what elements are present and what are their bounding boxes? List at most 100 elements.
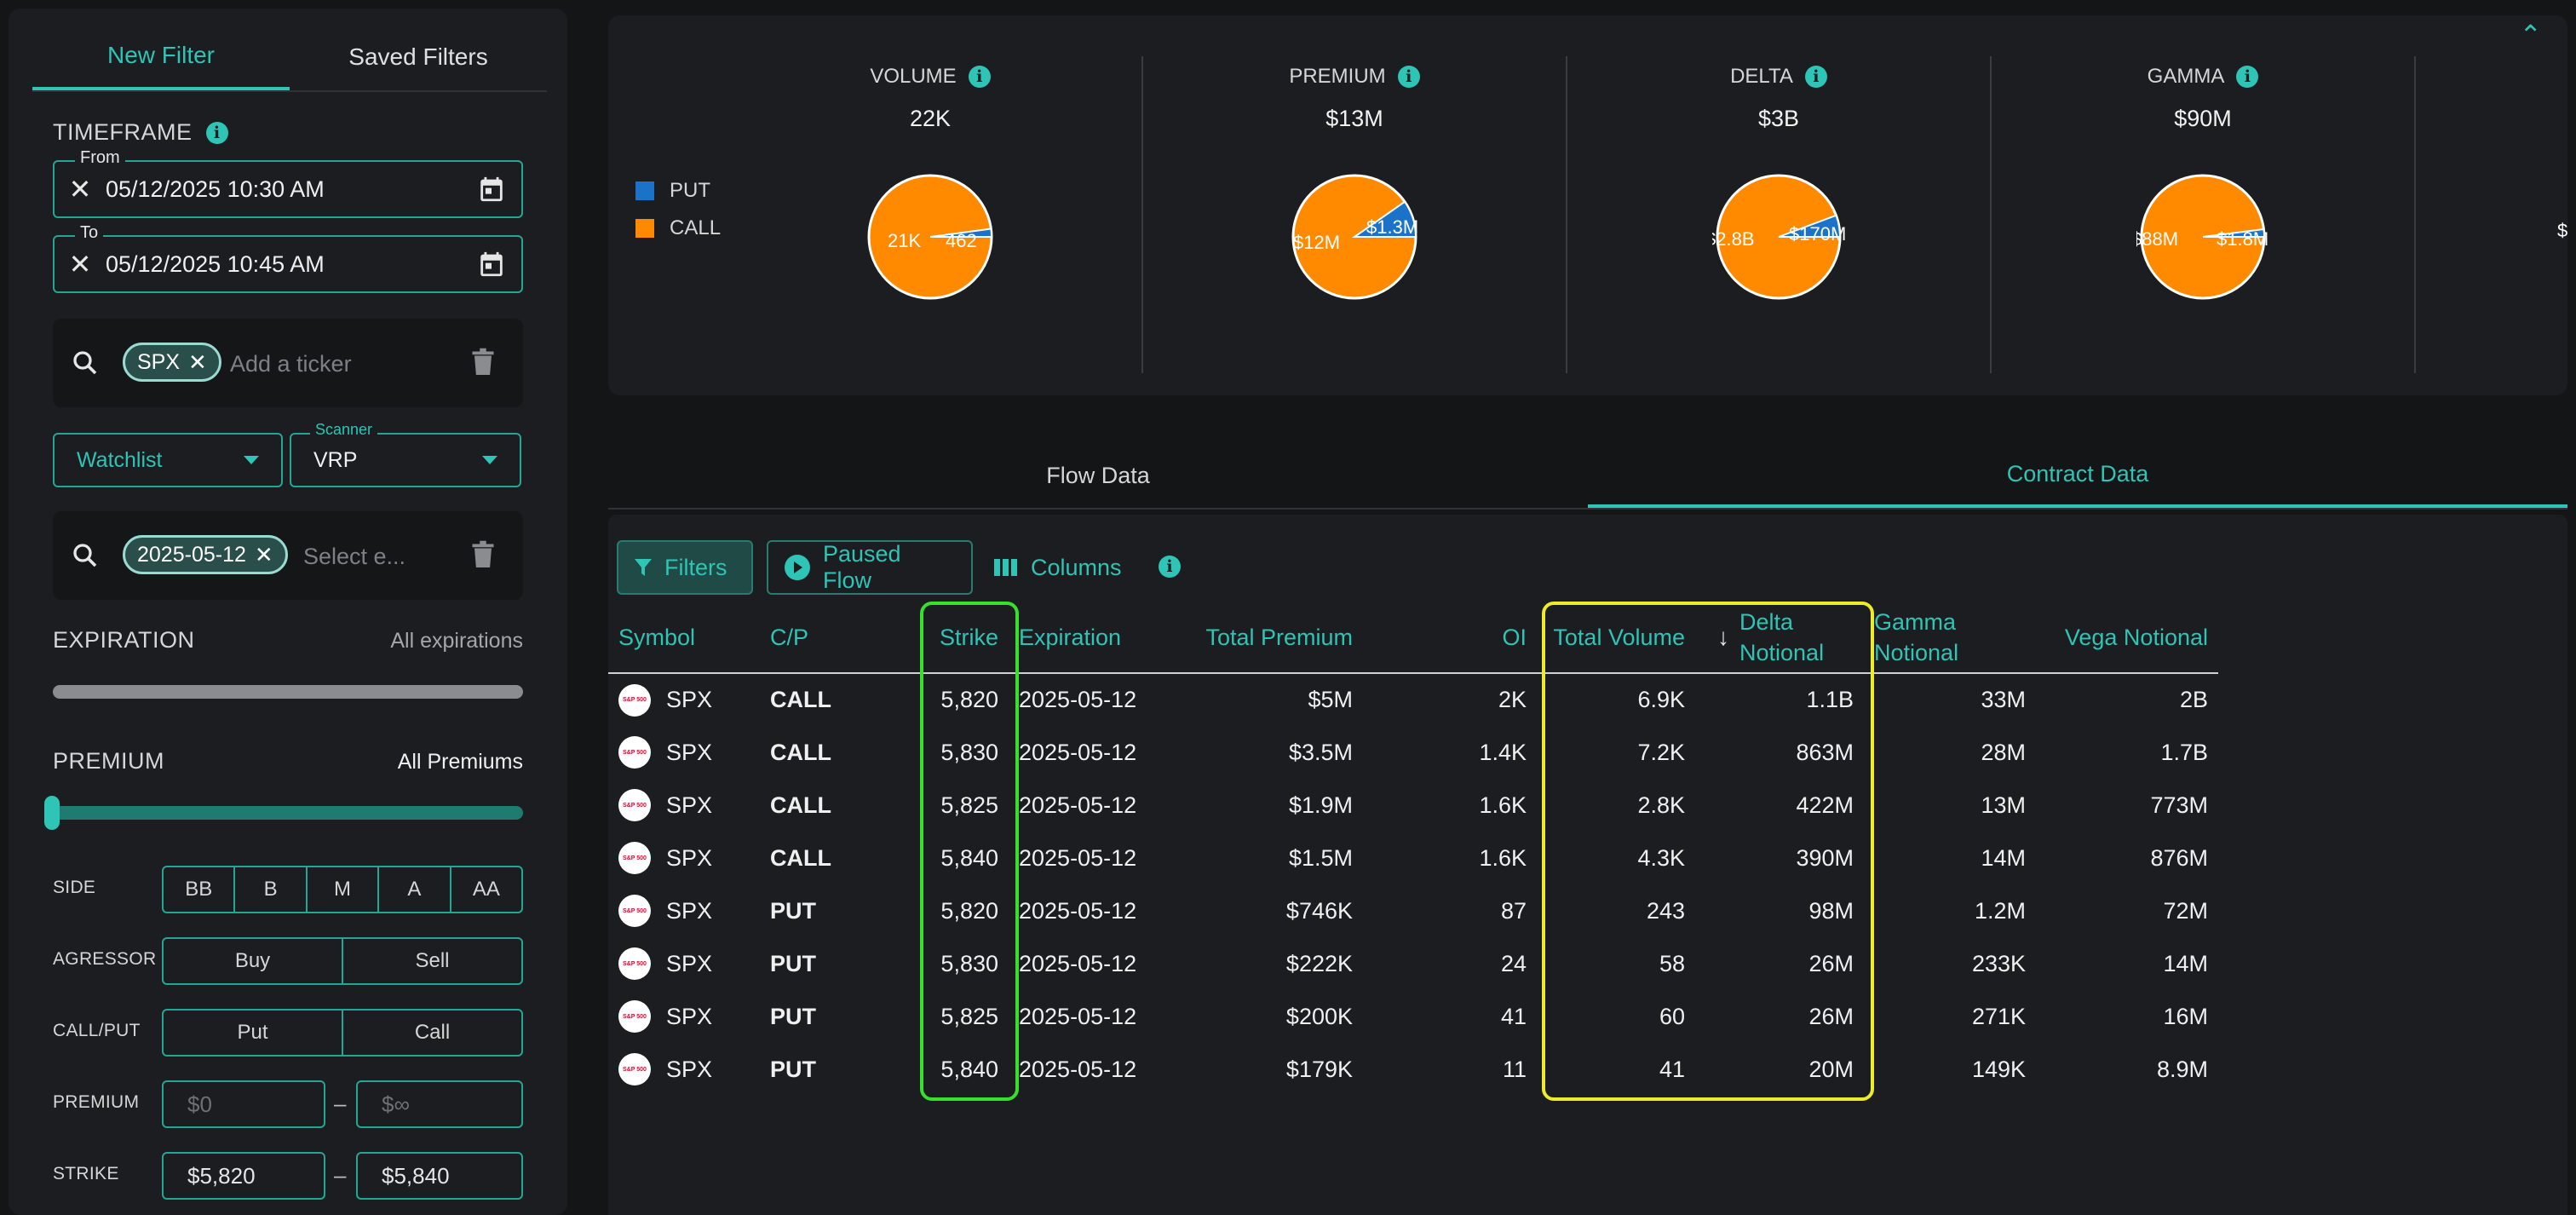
side-m[interactable]: M [308, 867, 380, 912]
watchlist-select[interactable]: Watchlist [53, 433, 283, 487]
callput-label: CALL/PUT [53, 1021, 141, 1040]
filter-icon [635, 559, 652, 576]
premium-slider[interactable] [53, 806, 523, 820]
callput-put[interactable]: Put [164, 1011, 343, 1055]
legend-call-label: CALL [670, 216, 722, 239]
sort-desc-icon[interactable]: ↓ [1717, 623, 1729, 650]
columns-icon [994, 559, 1017, 576]
col-vega-notional[interactable]: Vega Notional [2036, 602, 2218, 674]
logo-text: S&P 500 [623, 1066, 647, 1073]
logo-text: S&P 500 [623, 802, 647, 809]
tab-flow-data[interactable]: Flow Data [1046, 462, 1150, 488]
cell-total-volume: 6.9K [1637, 687, 1685, 712]
metric-total: $90M [2174, 106, 2232, 131]
side-bb[interactable]: BB [164, 867, 236, 912]
sp500-logo-icon: S&P 500 [618, 895, 651, 927]
cell-symbol: S&P 500 SPX [608, 937, 760, 990]
callput-call[interactable]: Call [414, 1021, 451, 1044]
symbol-wrap: S&P 500 SPX [618, 1000, 750, 1033]
divider [2414, 56, 2416, 373]
cell-expiration: 2025-05-12 [1019, 897, 1137, 924]
calendar-icon[interactable] [462, 249, 521, 279]
strike-min-input[interactable]: $5,820 [162, 1152, 325, 1200]
columns-button[interactable]: Columns [978, 540, 1137, 595]
metric-title: VOLUME [870, 65, 957, 88]
col-gamma-notional[interactable]: Gamma Notional [1864, 602, 2036, 674]
strike-max-input[interactable]: $5,840 [356, 1152, 523, 1200]
table-row[interactable]: S&P 500 SPX CALL 5,840 2025-05-12 $1.5M 1.6K 4.… [608, 832, 2218, 884]
logo-text: S&P 500 [623, 749, 647, 756]
remove-chip-icon[interactable]: ✕ [254, 541, 273, 567]
premium-slider-handle[interactable] [44, 796, 60, 830]
info-icon[interactable]: i [2236, 66, 2259, 88]
col-symbol[interactable]: Symbol [608, 602, 760, 674]
expiry-input[interactable]: Select e... [303, 544, 406, 569]
cell-total-volume: 41 [1659, 1056, 1685, 1082]
ticker-chip[interactable]: SPX ✕ [123, 343, 221, 382]
tab-contract-data[interactable]: Contract Data [1588, 443, 2567, 508]
calendar-icon[interactable] [462, 174, 521, 204]
info-icon[interactable]: i [205, 121, 228, 144]
side-b[interactable]: B [235, 867, 308, 912]
pie-volume: 21K 462 [867, 174, 993, 300]
from-value[interactable]: 05/12/2025 10:30 AM [106, 176, 325, 202]
cell-oi: 1.6K [1479, 792, 1527, 818]
premium-min-input[interactable]: $0 [162, 1080, 325, 1128]
side-a[interactable]: A [379, 867, 451, 912]
cell-delta-notional: 1.1B [1806, 687, 1854, 712]
expiry-chip[interactable]: 2025-05-12 ✕ [123, 535, 288, 574]
from-date-field[interactable]: From ✕ 05/12/2025 10:30 AM [53, 148, 523, 218]
cell-oi: 1.4K [1479, 739, 1527, 765]
col-delta-notional[interactable]: ↓ Delta Notional [1695, 602, 1864, 674]
table-row[interactable]: S&P 500 SPX PUT 5,825 2025-05-12 $200K 41 60 26M… [608, 990, 2218, 1043]
to-date-field[interactable]: To ✕ 05/12/2025 10:45 AM [53, 223, 523, 293]
paused-flow-label: Paused Flow [822, 541, 901, 593]
premium-max-placeholder: $∞ [382, 1091, 410, 1117]
metric-volume: VOLUME i 22K [719, 65, 1141, 132]
tab-new-filter[interactable]: New Filter [32, 24, 290, 90]
trash-icon[interactable] [470, 346, 496, 383]
agressor-buy[interactable]: Buy [164, 939, 343, 983]
side-aa[interactable]: AA [472, 878, 500, 901]
collapse-icon[interactable]: ⌃ [2519, 20, 2542, 50]
pie-put-slice [2202, 227, 2266, 238]
ticker-search-box: SPX ✕ Add a ticker [53, 319, 523, 407]
columns-label: Columns [1031, 554, 1122, 580]
trash-icon[interactable] [470, 538, 496, 575]
premium-max-input[interactable]: $∞ [356, 1080, 523, 1128]
info-icon[interactable]: i [1159, 556, 1181, 578]
info-icon[interactable]: i [1397, 66, 1420, 88]
info-icon[interactable]: i [968, 66, 991, 88]
table-row[interactable]: S&P 500 SPX CALL 5,825 2025-05-12 $1.9M 1.6K 2.… [608, 779, 2218, 832]
filters-button[interactable]: Filters [617, 540, 753, 595]
col-cp[interactable]: C/P [760, 602, 901, 674]
scanner-label: Scanner [310, 421, 378, 439]
col-strike[interactable]: Strike [901, 602, 1009, 674]
to-value[interactable]: 05/12/2025 10:45 AM [106, 250, 325, 277]
cell-expiration: 2025-05-12 [1019, 1003, 1137, 1029]
agressor-sell[interactable]: Sell [415, 949, 450, 972]
col-expiration[interactable]: Expiration [1009, 602, 1174, 674]
ticker-input[interactable]: Add a ticker [230, 351, 352, 377]
table-row[interactable]: S&P 500 SPX CALL 5,830 2025-05-12 $3.5M 1.4K 7.… [608, 726, 2218, 779]
symbol-text: SPX [666, 739, 713, 765]
tab-saved-filters[interactable]: Saved Filters [348, 43, 488, 70]
table-row[interactable]: S&P 500 SPX CALL 5,820 2025-05-12 $5M 2K 6.9K 1.… [608, 673, 2218, 726]
table-row[interactable]: S&P 500 SPX PUT 5,820 2025-05-12 $746K 87 243 98… [608, 884, 2218, 937]
cell-oi: 24 [1500, 950, 1527, 976]
table-row[interactable]: S&P 500 SPX PUT 5,840 2025-05-12 $179K 11 41 20M… [608, 1043, 2218, 1096]
pie-cut-label: $ [2557, 220, 2567, 241]
col-total-volume[interactable]: Total Volume [1537, 602, 1695, 674]
remove-chip-icon[interactable]: ✕ [188, 348, 207, 375]
expiration-slider[interactable] [53, 685, 523, 699]
clear-from-icon[interactable]: ✕ [68, 174, 92, 204]
col-total-premium[interactable]: Total Premium [1174, 602, 1363, 674]
col-oi[interactable]: OI [1363, 602, 1537, 674]
clear-to-icon[interactable]: ✕ [68, 249, 92, 279]
info-icon[interactable]: i [1804, 66, 1827, 88]
paused-flow-button[interactable]: Paused Flow [767, 540, 973, 595]
scanner-select[interactable]: Scanner VRP [290, 421, 521, 487]
metric-title: PREMIUM [1289, 65, 1386, 88]
cell-vega-notional: 2B [2179, 687, 2208, 712]
table-row[interactable]: S&P 500 SPX PUT 5,830 2025-05-12 $222K 24 58 26M… [608, 937, 2218, 990]
